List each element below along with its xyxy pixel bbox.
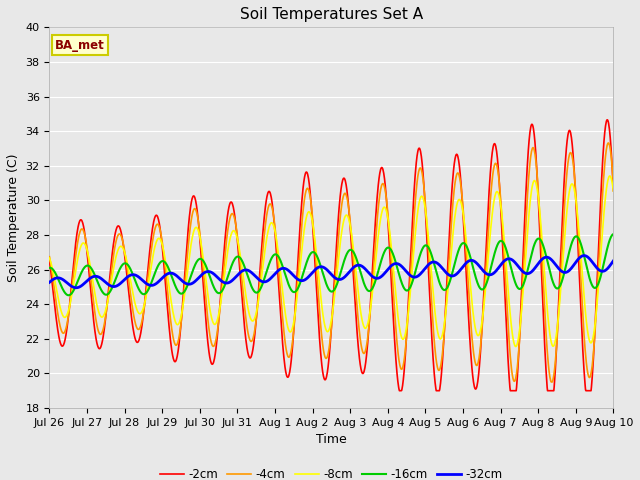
-32cm [580, 252, 588, 258]
Line: -16cm: -16cm [49, 234, 613, 295]
-4cm [234, 238, 242, 243]
-2cm [234, 244, 242, 250]
-8cm [606, 173, 614, 179]
-16cm [65, 292, 72, 298]
-2cm [45, 258, 53, 264]
Legend: -2cm, -4cm, -8cm, -16cm, -32cm: -2cm, -4cm, -8cm, -16cm, -32cm [156, 463, 508, 480]
-16cm [234, 254, 242, 260]
-32cm [493, 267, 501, 273]
-32cm [72, 285, 80, 290]
-16cm [45, 265, 53, 271]
-2cm [419, 174, 427, 180]
-4cm [543, 336, 550, 341]
-16cm [543, 256, 550, 262]
Line: -32cm: -32cm [49, 255, 613, 288]
-8cm [171, 317, 179, 323]
-16cm [609, 231, 617, 237]
-2cm [396, 388, 403, 394]
Title: Soil Temperatures Set A: Soil Temperatures Set A [240, 7, 423, 22]
-4cm [604, 140, 612, 146]
-2cm [171, 359, 179, 365]
-32cm [172, 272, 179, 277]
Y-axis label: Soil Temperature (C): Soil Temperature (C) [7, 154, 20, 282]
-16cm [172, 283, 179, 288]
-32cm [609, 258, 617, 264]
Line: -8cm: -8cm [49, 176, 613, 347]
-4cm [419, 175, 427, 181]
-2cm [543, 379, 550, 384]
-4cm [609, 181, 617, 187]
Line: -2cm: -2cm [49, 120, 613, 391]
-32cm [234, 271, 242, 277]
-2cm [604, 117, 611, 123]
-32cm [157, 276, 165, 282]
-4cm [171, 341, 179, 347]
-2cm [493, 152, 501, 157]
-8cm [493, 189, 500, 195]
-16cm [157, 258, 165, 264]
-4cm [493, 162, 500, 168]
-2cm [609, 188, 617, 194]
-8cm [419, 195, 427, 201]
-2cm [157, 234, 165, 240]
Text: BA_met: BA_met [55, 39, 105, 52]
-8cm [512, 344, 520, 349]
-16cm [493, 243, 501, 249]
-8cm [157, 239, 165, 244]
-4cm [157, 232, 165, 238]
-32cm [543, 254, 550, 260]
Line: -4cm: -4cm [49, 143, 613, 382]
-8cm [609, 188, 617, 194]
-32cm [45, 279, 53, 285]
-8cm [234, 239, 242, 245]
-4cm [548, 379, 556, 385]
-8cm [543, 300, 550, 306]
-4cm [45, 254, 53, 260]
-8cm [45, 255, 53, 261]
X-axis label: Time: Time [316, 433, 347, 446]
-16cm [419, 244, 427, 250]
-32cm [419, 268, 427, 274]
